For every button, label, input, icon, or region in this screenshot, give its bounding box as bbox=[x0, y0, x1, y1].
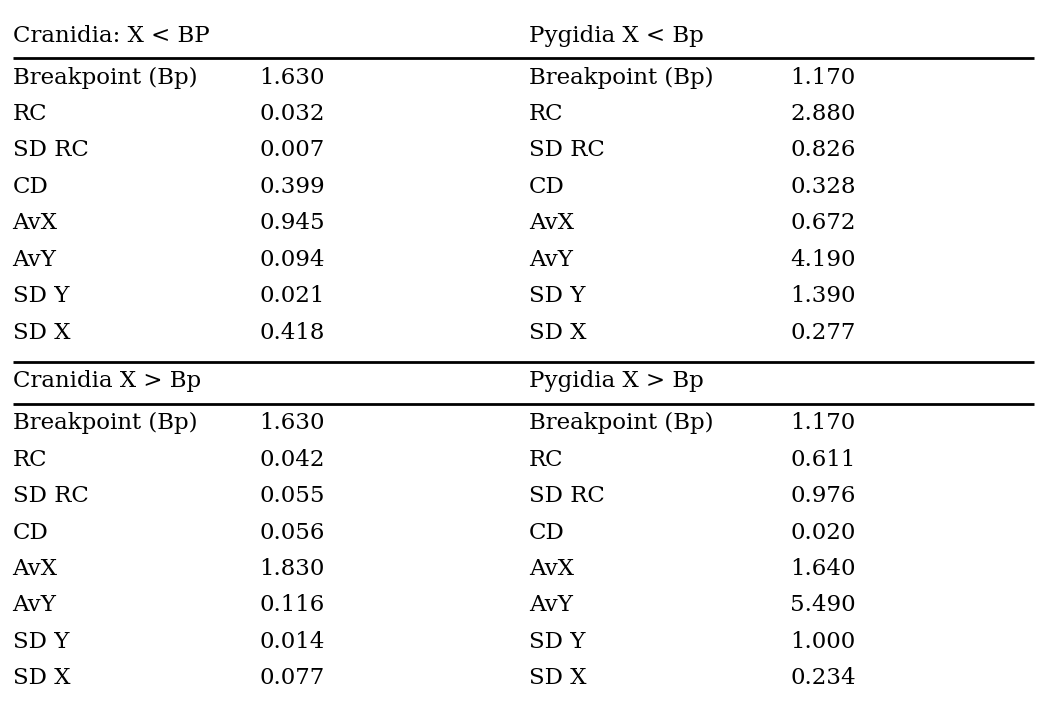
Text: 0.976: 0.976 bbox=[790, 485, 856, 507]
Text: 5.490: 5.490 bbox=[790, 594, 856, 616]
Text: Cranidia X > Bp: Cranidia X > Bp bbox=[13, 370, 201, 392]
Text: AvX: AvX bbox=[529, 558, 574, 580]
Text: AvY: AvY bbox=[13, 249, 57, 271]
Text: 0.021: 0.021 bbox=[260, 285, 325, 307]
Text: CD: CD bbox=[529, 522, 564, 543]
Text: SD RC: SD RC bbox=[529, 139, 604, 161]
Text: Pygidia X > Bp: Pygidia X > Bp bbox=[529, 370, 704, 392]
Text: AvX: AvX bbox=[13, 558, 58, 580]
Text: RC: RC bbox=[529, 449, 563, 470]
Text: 0.328: 0.328 bbox=[790, 176, 856, 198]
Text: 1.640: 1.640 bbox=[790, 558, 856, 580]
Text: SD Y: SD Y bbox=[529, 285, 585, 307]
Text: CD: CD bbox=[529, 176, 564, 198]
Text: 0.042: 0.042 bbox=[260, 449, 326, 470]
Text: AvX: AvX bbox=[13, 212, 58, 234]
Text: 1.000: 1.000 bbox=[790, 631, 855, 653]
Text: 0.014: 0.014 bbox=[260, 631, 325, 653]
Text: SD Y: SD Y bbox=[529, 631, 585, 653]
Text: 0.007: 0.007 bbox=[260, 139, 325, 161]
Text: SD X: SD X bbox=[13, 322, 70, 343]
Text: 1.390: 1.390 bbox=[790, 285, 856, 307]
Text: 0.055: 0.055 bbox=[260, 485, 326, 507]
Text: AvX: AvX bbox=[529, 212, 574, 234]
Text: 0.277: 0.277 bbox=[790, 322, 855, 343]
Text: 1.830: 1.830 bbox=[260, 558, 325, 580]
Text: 0.077: 0.077 bbox=[260, 667, 325, 689]
Text: Breakpoint (Bp): Breakpoint (Bp) bbox=[529, 412, 713, 435]
Text: Breakpoint (Bp): Breakpoint (Bp) bbox=[13, 67, 197, 89]
Text: SD RC: SD RC bbox=[529, 485, 604, 507]
Text: 0.418: 0.418 bbox=[260, 322, 325, 343]
Text: RC: RC bbox=[13, 103, 47, 125]
Text: 0.399: 0.399 bbox=[260, 176, 326, 198]
Text: 0.234: 0.234 bbox=[790, 667, 856, 689]
Text: 0.611: 0.611 bbox=[790, 449, 855, 470]
Text: 0.116: 0.116 bbox=[260, 594, 325, 616]
Text: 0.020: 0.020 bbox=[790, 522, 855, 543]
Text: SD Y: SD Y bbox=[13, 285, 69, 307]
Text: SD Y: SD Y bbox=[13, 631, 69, 653]
Text: AvY: AvY bbox=[529, 594, 573, 616]
Text: SD X: SD X bbox=[13, 667, 70, 689]
Text: 4.190: 4.190 bbox=[790, 249, 856, 271]
Text: 0.945: 0.945 bbox=[260, 212, 326, 234]
Text: AvY: AvY bbox=[529, 249, 573, 271]
Text: Breakpoint (Bp): Breakpoint (Bp) bbox=[529, 67, 713, 89]
Text: SD X: SD X bbox=[529, 322, 586, 343]
Text: 0.672: 0.672 bbox=[790, 212, 856, 234]
Text: RC: RC bbox=[13, 449, 47, 470]
Text: RC: RC bbox=[529, 103, 563, 125]
Text: 0.094: 0.094 bbox=[260, 249, 326, 271]
Text: Cranidia: X < BP: Cranidia: X < BP bbox=[13, 25, 209, 46]
Text: SD RC: SD RC bbox=[13, 139, 88, 161]
Text: 1.170: 1.170 bbox=[790, 67, 855, 88]
Text: AvY: AvY bbox=[13, 594, 57, 616]
Text: 1.170: 1.170 bbox=[790, 412, 855, 434]
Text: 0.056: 0.056 bbox=[260, 522, 326, 543]
Text: 2.880: 2.880 bbox=[790, 103, 855, 125]
Text: 1.630: 1.630 bbox=[260, 412, 326, 434]
Text: 1.630: 1.630 bbox=[260, 67, 326, 88]
Text: Pygidia X < Bp: Pygidia X < Bp bbox=[529, 25, 704, 46]
Text: 0.826: 0.826 bbox=[790, 139, 856, 161]
Text: SD X: SD X bbox=[529, 667, 586, 689]
Text: 0.032: 0.032 bbox=[260, 103, 326, 125]
Text: Breakpoint (Bp): Breakpoint (Bp) bbox=[13, 412, 197, 435]
Text: CD: CD bbox=[13, 176, 48, 198]
Text: SD RC: SD RC bbox=[13, 485, 88, 507]
Text: CD: CD bbox=[13, 522, 48, 543]
